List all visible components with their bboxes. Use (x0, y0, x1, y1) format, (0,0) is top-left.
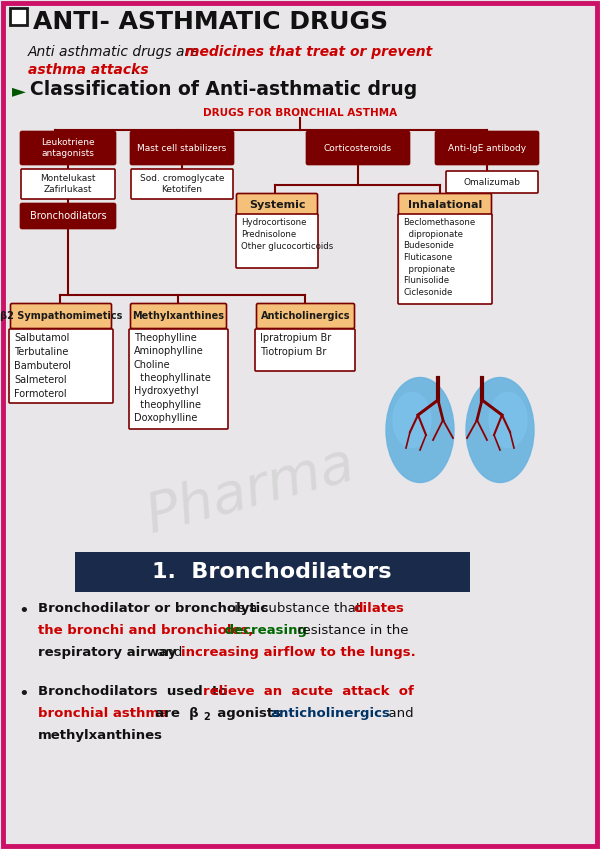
Text: ANTI- ASTHMATIC DRUGS: ANTI- ASTHMATIC DRUGS (33, 10, 388, 34)
Text: relieve  an  acute  attack  of: relieve an acute attack of (203, 685, 414, 698)
Text: Anti-IgE antibody: Anti-IgE antibody (448, 143, 526, 153)
Text: Theophylline
Aminophylline
Choline
  theophyllinate
Hydroxyethyl
  theophylline
: Theophylline Aminophylline Choline theop… (134, 333, 211, 423)
Ellipse shape (466, 378, 534, 482)
FancyBboxPatch shape (129, 329, 228, 429)
FancyBboxPatch shape (20, 132, 115, 165)
Text: Mast cell stabilizers: Mast cell stabilizers (137, 143, 227, 153)
Text: Montelukast
Zafirlukast: Montelukast Zafirlukast (40, 174, 96, 194)
Text: agonists: agonists (208, 707, 286, 720)
Text: Corticosteroids: Corticosteroids (324, 143, 392, 153)
Text: Inhalational: Inhalational (408, 200, 482, 210)
Text: the bronchi and bronchioles,: the bronchi and bronchioles, (38, 624, 254, 637)
Text: is a substance that: is a substance that (230, 602, 365, 615)
Text: 2: 2 (203, 712, 210, 722)
FancyBboxPatch shape (236, 194, 317, 216)
FancyBboxPatch shape (307, 132, 409, 165)
Text: Anti asthmatic drugs are: Anti asthmatic drugs are (28, 45, 204, 59)
Text: Methylxanthines: Methylxanthines (133, 311, 224, 321)
Text: Pharma: Pharma (140, 436, 360, 543)
Text: resistance in the: resistance in the (293, 624, 409, 637)
Text: decreasing: decreasing (220, 624, 307, 637)
FancyBboxPatch shape (11, 303, 112, 329)
Text: Leukotriene
antagonists: Leukotriene antagonists (41, 138, 95, 158)
Text: Salbutamol
Terbutaline
Bambuterol
Salmeterol
Formoterol: Salbutamol Terbutaline Bambuterol Salmet… (14, 333, 71, 399)
Text: 1.  Bronchodilators: 1. Bronchodilators (152, 562, 392, 582)
FancyBboxPatch shape (398, 214, 492, 304)
Text: •: • (18, 685, 29, 703)
Text: bronchial asthma: bronchial asthma (38, 707, 168, 720)
Text: dilates: dilates (353, 602, 404, 615)
Text: and: and (153, 646, 187, 659)
Text: .: . (131, 63, 136, 77)
FancyBboxPatch shape (21, 169, 115, 199)
FancyBboxPatch shape (257, 303, 355, 329)
FancyBboxPatch shape (436, 132, 539, 165)
Text: Omalizumab: Omalizumab (464, 177, 521, 187)
Text: Hydrocortisone
Prednisolone
Other glucocorticoids: Hydrocortisone Prednisolone Other glucoc… (241, 218, 333, 251)
Text: Ipratropium Br
Tiotropium Br: Ipratropium Br Tiotropium Br (260, 333, 331, 357)
Text: respiratory airway: respiratory airway (38, 646, 176, 659)
Text: and: and (380, 707, 413, 720)
FancyBboxPatch shape (131, 132, 233, 165)
Text: β2 Sympathomimetics: β2 Sympathomimetics (0, 311, 122, 321)
Text: Bronchodilators  used  to: Bronchodilators used to (38, 685, 232, 698)
Text: Bronchodilators: Bronchodilators (29, 211, 106, 221)
Text: Sod. cromoglycate
Ketotifen: Sod. cromoglycate Ketotifen (140, 174, 224, 194)
FancyBboxPatch shape (446, 171, 538, 193)
Text: Beclomethasone
  dipropionate
Budesonide
Fluticasone
  propionate
Flunisolide
Ci: Beclomethasone dipropionate Budesonide F… (403, 218, 475, 297)
Ellipse shape (393, 392, 431, 447)
Text: anticholinergics: anticholinergics (270, 707, 390, 720)
Text: medicines that treat or prevent: medicines that treat or prevent (185, 45, 432, 59)
Text: Anticholinergics: Anticholinergics (261, 311, 350, 321)
Text: are  β: are β (146, 707, 199, 720)
Text: •: • (18, 602, 29, 620)
FancyBboxPatch shape (20, 204, 115, 228)
Text: Systemic: Systemic (249, 200, 305, 210)
Text: methylxanthines: methylxanthines (38, 729, 163, 742)
Text: ►: ► (12, 82, 26, 100)
Text: Classification of Anti-asthmatic drug: Classification of Anti-asthmatic drug (30, 80, 417, 99)
FancyBboxPatch shape (9, 329, 113, 403)
FancyBboxPatch shape (75, 552, 470, 592)
Text: Bronchodilator or broncholytic: Bronchodilator or broncholytic (38, 602, 268, 615)
FancyBboxPatch shape (255, 329, 355, 371)
Text: increasing airflow to the lungs.: increasing airflow to the lungs. (181, 646, 416, 659)
FancyBboxPatch shape (398, 194, 491, 216)
Text: asthma attacks: asthma attacks (28, 63, 149, 77)
Ellipse shape (386, 378, 454, 482)
FancyBboxPatch shape (131, 169, 233, 199)
Text: DRUGS FOR BRONCHIAL ASTHMA: DRUGS FOR BRONCHIAL ASTHMA (203, 108, 397, 118)
Bar (10, 8, 27, 25)
FancyBboxPatch shape (236, 214, 318, 268)
Ellipse shape (489, 392, 527, 447)
FancyBboxPatch shape (3, 3, 597, 846)
FancyBboxPatch shape (131, 303, 227, 329)
